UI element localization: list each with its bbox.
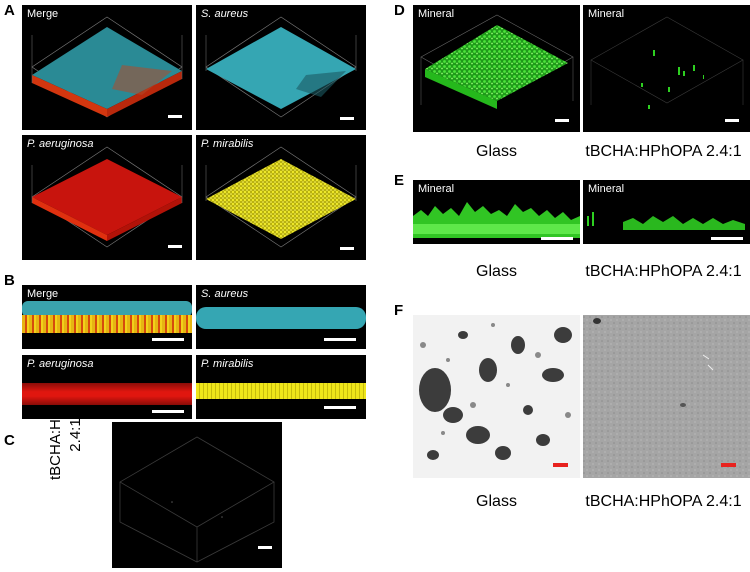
f-caption-right: tBCHA:HPhOPA 2.4:1 (585, 493, 742, 510)
panel-label: Merge (27, 8, 59, 20)
scale-bar (324, 406, 356, 409)
panel-label: P. mirabilis (201, 138, 254, 150)
panel-letter-c: C (4, 432, 15, 449)
s-aureus-layer (196, 307, 366, 329)
p-aeruginosa-3d-render (31, 146, 183, 248)
scale-bar (152, 410, 184, 413)
panel-label: P. mirabilis (201, 358, 254, 370)
panel-f-tbcha-micrograph (583, 315, 750, 478)
scale-bar (553, 463, 568, 467)
panel-label: S. aureus (201, 288, 249, 300)
panel-c-coating-3d (112, 422, 282, 568)
e-caption-right: tBCHA:HPhOPA 2.4:1 (585, 263, 742, 280)
panel-letter-e: E (394, 172, 405, 189)
scale-bar (555, 119, 569, 122)
p-aeruginosa-layer (22, 383, 192, 405)
p-mirabilis-layer (196, 383, 366, 399)
merge-3d-biofilm-render (31, 16, 183, 118)
panel-b-p-aeruginosa: P. aeruginosa (22, 355, 192, 419)
panel-d-tbcha-mineral: Mineral (583, 5, 750, 132)
panel-b-s-aureus: S. aureus (196, 285, 366, 349)
mineral-cross-section-coating (587, 212, 745, 230)
d-caption-right: tBCHA:HPhOPA 2.4:1 (585, 143, 742, 160)
panel-label: Merge (27, 288, 59, 300)
panel-label: Mineral (418, 183, 455, 195)
panel-a-p-aeruginosa: P. aeruginosa (22, 135, 192, 260)
mineral-3d-render-coating (590, 16, 744, 109)
d-caption-left: Glass (476, 143, 517, 160)
panel-e-glass-mineral: Mineral (413, 180, 580, 244)
panel-e-tbcha-mineral: Mineral (583, 180, 750, 244)
panel-label: Mineral (588, 8, 625, 20)
scale-bar (711, 237, 743, 240)
panel-label: S. aureus (201, 8, 249, 20)
micrograph-glass (419, 323, 572, 467)
scale-bar (721, 463, 736, 467)
panel-letter-a: A (4, 2, 15, 19)
panel-b-merge: Merge (22, 285, 192, 349)
e-caption-left: Glass (476, 263, 517, 280)
panel-letter-f: F (394, 302, 404, 319)
scale-bar (725, 119, 739, 122)
scale-bar (324, 338, 356, 341)
panel-letter-b: B (4, 272, 15, 289)
panel-label: P. aeruginosa (27, 138, 94, 150)
panel-a-s-aureus: S. aureus (196, 5, 366, 130)
mineral-3d-render-glass (420, 14, 574, 109)
scale-bar (168, 115, 182, 118)
panel-label: Mineral (588, 183, 625, 195)
panel-d-glass-mineral: Mineral (413, 5, 580, 132)
micrograph-coating (583, 315, 750, 478)
scale-bar (340, 247, 354, 250)
mixed-layer (22, 315, 192, 333)
scale-bar (541, 237, 573, 240)
s-aureus-3d-render (205, 16, 357, 118)
panel-b-p-mirabilis: P. mirabilis (196, 355, 366, 419)
panel-letter-d: D (394, 2, 405, 19)
panel-label: P. aeruginosa (27, 358, 94, 370)
f-caption-left: Glass (476, 493, 517, 510)
scale-bar (340, 117, 354, 120)
empty-3d-box (119, 436, 275, 563)
p-mirabilis-3d-render (205, 146, 357, 248)
scale-bar (258, 546, 272, 549)
panel-a-merge: Merge (22, 5, 192, 130)
s-aureus-layer (22, 301, 192, 317)
panel-label: Mineral (418, 8, 455, 20)
scale-bar (168, 245, 182, 248)
scale-bar (152, 338, 184, 341)
mineral-cross-section-glass (413, 202, 580, 238)
panel-a-p-mirabilis: P. mirabilis (196, 135, 366, 260)
panel-f-glass-micrograph (413, 315, 580, 478)
